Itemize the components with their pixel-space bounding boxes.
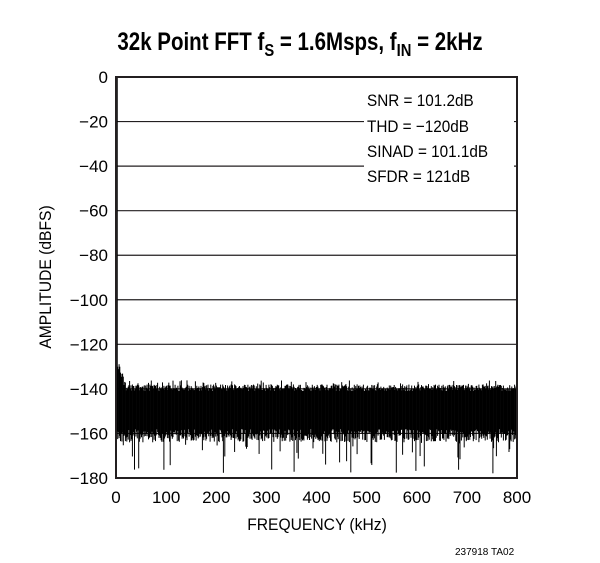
- y-tick-label: −60: [79, 202, 108, 221]
- y-tick-label: 0: [99, 68, 108, 87]
- x-tick-label: 0: [111, 488, 120, 507]
- y-tick-label: −140: [70, 380, 108, 399]
- snr-label: SNR = 101.2dB: [367, 91, 474, 110]
- annotations: SNR = 101.2dB THD = −120dB SINAD = 101.1…: [367, 91, 488, 186]
- annotation-box: [364, 84, 514, 188]
- y-tick-labels: 0 −20 −40 −60 −80 −100 −120 −140 −160 −180: [70, 68, 108, 488]
- x-tick-label: 600: [403, 488, 431, 507]
- y-tick-label: −100: [70, 291, 108, 310]
- thd-label: THD = −120dB: [367, 117, 469, 136]
- x-tick-label: 800: [503, 488, 531, 507]
- y-tick-label: −40: [79, 157, 108, 176]
- y-tick-label: −20: [79, 113, 108, 132]
- gridlines: [116, 120, 517, 435]
- x-axis-title: FREQUENCY (kHz): [247, 515, 387, 534]
- plot-frame: [115, 76, 518, 479]
- x-tick-labels: 0 100 200 300 400 500 600 700 800: [111, 488, 531, 507]
- y-tick-label: −120: [70, 335, 108, 354]
- sinad-label: SINAD = 101.1dB: [367, 142, 488, 161]
- x-tick-label: 400: [302, 488, 330, 507]
- x-tick-label: 700: [453, 488, 481, 507]
- sfdr-label: SFDR = 121dB: [367, 167, 470, 186]
- x-tick-label: 500: [352, 488, 380, 507]
- x-tick-label: 100: [152, 488, 180, 507]
- chart-title: 32k Point FFT fS = 1.6Msps, fIN = 2kHz: [117, 27, 482, 60]
- footnote: 237918 TA02: [455, 547, 515, 558]
- y-tick-label: −160: [70, 424, 108, 443]
- x-tick-label: 200: [202, 488, 230, 507]
- y-axis-title: AMPLITUDE (dBFS): [36, 205, 55, 348]
- y-tick-label: −180: [70, 469, 108, 488]
- y-tick-label: −80: [79, 246, 108, 265]
- x-tick-label: 300: [252, 488, 280, 507]
- spectrum-trace: [116, 77, 518, 474]
